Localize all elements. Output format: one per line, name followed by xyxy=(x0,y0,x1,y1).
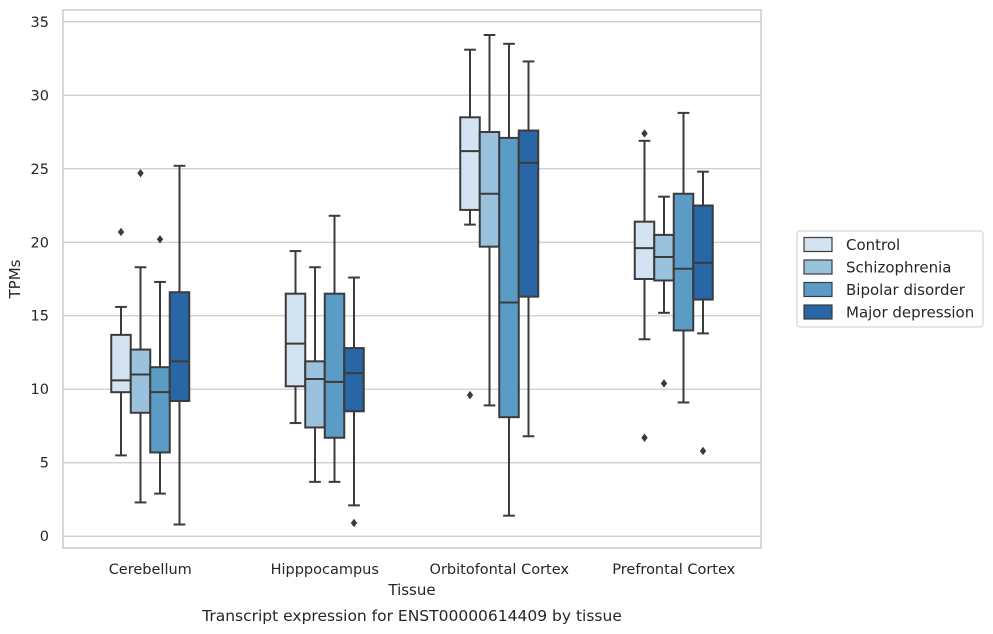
x-axis-title: Tissue xyxy=(387,581,435,599)
figure-caption: Transcript expression for ENST0000061440… xyxy=(201,607,622,625)
box-body xyxy=(478,131,501,248)
box-body xyxy=(343,347,365,413)
box-body xyxy=(304,360,326,429)
box-body xyxy=(149,366,171,454)
legend-frame xyxy=(796,230,984,328)
box-series xyxy=(110,33,714,528)
box-0-2 xyxy=(149,235,171,495)
box-0-3 xyxy=(168,164,191,526)
outlier-point xyxy=(117,227,125,237)
box-body xyxy=(498,136,520,419)
box-1-1 xyxy=(304,266,326,483)
legend-swatch xyxy=(803,304,833,320)
box-body xyxy=(129,348,152,414)
legend-label: Schizophrenia xyxy=(846,259,951,277)
legend-swatch xyxy=(803,281,833,298)
outlier-point xyxy=(641,433,648,442)
y-tick-label: 10 xyxy=(31,382,49,398)
x-tick-label: Cerebellum xyxy=(109,562,192,578)
y-tick-label: 35 xyxy=(31,15,49,31)
box-3-2 xyxy=(672,111,695,404)
box-body xyxy=(284,292,307,388)
outlier-point xyxy=(641,129,648,138)
y-tick-label: 30 xyxy=(31,88,49,104)
box-3-0 xyxy=(633,129,656,442)
legend-label: Bipolar disorder xyxy=(846,281,966,299)
legend-swatch xyxy=(803,259,833,275)
y-tick-label: 5 xyxy=(40,456,49,472)
box-1-3 xyxy=(343,276,365,528)
box-3-1 xyxy=(653,195,675,388)
box-0-0 xyxy=(110,227,132,457)
box-body xyxy=(323,292,346,439)
x-tick-label: Orbitofontal Cortex xyxy=(430,562,570,578)
box-1-2 xyxy=(323,214,346,483)
box-body xyxy=(110,333,132,394)
y-tick-label: 20 xyxy=(31,235,49,251)
outlier-point xyxy=(137,168,144,178)
outlier-point xyxy=(466,390,474,400)
outlier-point xyxy=(660,379,668,388)
y-axis-ticks: 0 5 10 15 20 25 30 35 xyxy=(31,15,49,545)
box-3-3 xyxy=(692,170,714,456)
box-body xyxy=(459,116,481,211)
legend-label: Major depression xyxy=(846,304,974,322)
legend: Control Schizophrenia Bipolar disorder Majo… xyxy=(796,230,984,328)
box-body xyxy=(168,291,191,403)
y-tick-label: 15 xyxy=(31,309,49,325)
box-1-0 xyxy=(284,250,307,425)
box-2-3 xyxy=(517,60,540,438)
outlier-point xyxy=(699,446,707,456)
box-2-2 xyxy=(498,42,520,517)
x-tick-label: Prefrontal Cortex xyxy=(612,562,735,578)
outlier-point xyxy=(350,518,358,528)
y-tick-label: 0 xyxy=(40,529,49,545)
box-0-1 xyxy=(129,168,152,504)
box-2-0 xyxy=(459,48,481,400)
box-2-1 xyxy=(478,33,501,407)
y-axis-title: TPMs xyxy=(6,259,24,299)
x-tick-label: Hipppocampus xyxy=(271,562,379,578)
box-body xyxy=(517,129,540,298)
legend-swatch xyxy=(803,236,833,253)
y-tick-label: 25 xyxy=(31,162,49,178)
outlier-point xyxy=(156,235,164,244)
box-body xyxy=(633,220,656,281)
plot-area xyxy=(62,9,762,549)
box-body xyxy=(692,204,714,301)
x-axis-ticks: Cerebellum Hipppocampus Orbitofontal Corte… xyxy=(109,562,736,578)
legend-label: Control xyxy=(846,236,900,254)
box-body xyxy=(672,192,695,332)
